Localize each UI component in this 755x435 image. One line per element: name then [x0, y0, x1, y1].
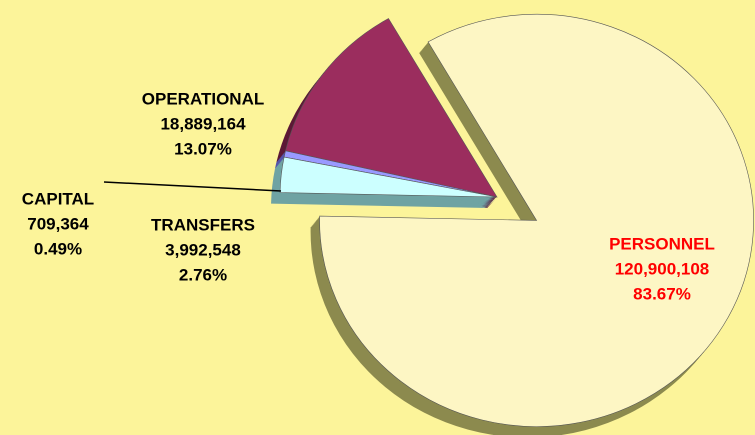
slice-label: PERSONNEL [609, 234, 715, 253]
slice-label: CAPITAL [22, 189, 94, 208]
value-label: 18,889,164 [160, 114, 246, 133]
value-label: 120,900,108 [615, 259, 710, 278]
slice-label: OPERATIONAL [142, 89, 264, 108]
percent-label: 0.49% [34, 239, 82, 258]
slice [285, 18, 498, 198]
value-label: 709,364 [27, 214, 89, 233]
slice [279, 156, 498, 198]
value-label: 3,992,548 [165, 240, 241, 259]
percent-label: 83.67% [633, 284, 691, 303]
percent-label: 13.07% [174, 139, 232, 158]
percent-label: 2.76% [179, 265, 227, 284]
leader-line [103, 181, 282, 192]
slice-label: TRANSFERS [151, 215, 255, 234]
slice [319, 13, 754, 427]
